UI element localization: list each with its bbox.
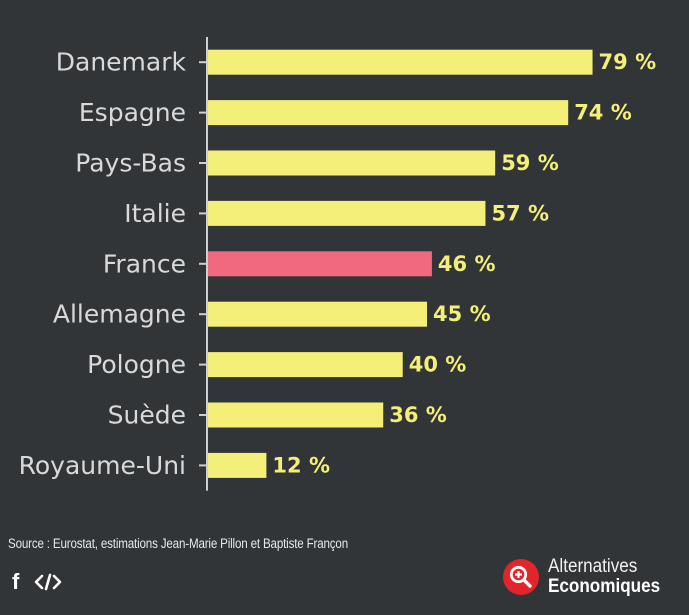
- bar-7: [208, 352, 403, 378]
- value-label: 57 %: [491, 201, 549, 225]
- bar-9: [208, 452, 267, 478]
- bar-2: [208, 100, 569, 126]
- category-label: Italie: [124, 199, 186, 228]
- category-label: Espagne: [79, 98, 186, 127]
- share-bar: f: [12, 570, 63, 594]
- bar-5: [208, 251, 432, 277]
- category-label: Allemagne: [53, 300, 186, 329]
- bar-3: [208, 150, 496, 176]
- category-label: Suède: [108, 401, 186, 430]
- category-label: Royaume-Uni: [19, 451, 186, 480]
- value-label: 59 %: [501, 151, 559, 175]
- value-label: 46 %: [438, 252, 496, 276]
- magnifier-logo-icon: [503, 559, 540, 595]
- category-label: France: [103, 249, 186, 278]
- category-label: Pologne: [87, 350, 186, 379]
- bar-4: [208, 200, 486, 226]
- brand-logo[interactable]: Alternatives Economiques: [502, 557, 673, 597]
- bar-chart: Danemark 79 % Espagne 74 % Pays-Bas 59 % Itali…: [19, 37, 657, 491]
- brand-name-line2: Economiques: [548, 576, 661, 597]
- bar-8: [208, 402, 384, 428]
- value-label: 36 %: [389, 403, 447, 427]
- category-label: Pays-Bas: [75, 149, 186, 178]
- value-label: 45 %: [433, 302, 491, 326]
- embed-code-icon[interactable]: [33, 572, 63, 592]
- value-label: 74 %: [574, 101, 632, 125]
- bar-1: [208, 49, 593, 75]
- source-note: Source : Eurostat, estimations Jean-Mari…: [8, 536, 348, 551]
- brand-name-line1: Alternatives: [548, 556, 638, 577]
- value-label: 79 %: [599, 50, 657, 74]
- category-label: Danemark: [56, 48, 187, 77]
- value-label: 40 %: [409, 353, 467, 377]
- value-label: 12 %: [272, 453, 330, 477]
- bar-6: [208, 301, 428, 327]
- facebook-icon[interactable]: f: [12, 569, 20, 594]
